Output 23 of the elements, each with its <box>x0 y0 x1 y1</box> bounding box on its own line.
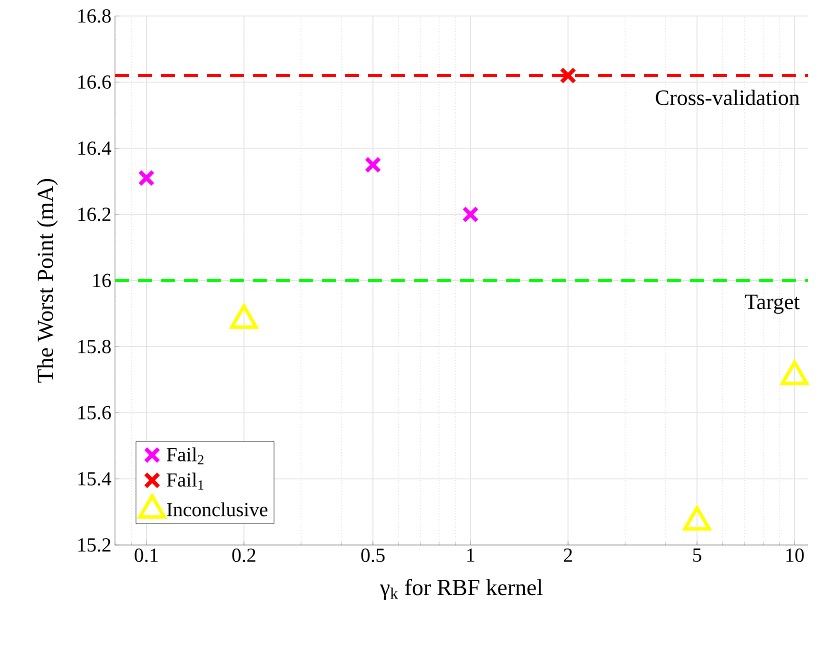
y-tick-label: 16.2 <box>78 208 110 222</box>
legend-label: Fail$_{2}$ <box>166 447 204 464</box>
ref-line-label: Target <box>744 294 800 314</box>
x-tick-label: 0.5 <box>361 548 385 562</box>
y-tick-label: 15.8 <box>78 340 111 354</box>
y-tick-label: 16.6 <box>78 75 111 89</box>
x-axis-title: γ$_{k}$ for RBF kernel <box>380 578 543 600</box>
x-tick-label: 0.2 <box>232 548 256 562</box>
x-tick-label: 10 <box>786 548 804 562</box>
y-tick-label: 16 <box>93 274 111 288</box>
legend-label: Inconclusive <box>166 502 268 516</box>
y-tick-label: 15.4 <box>78 472 112 486</box>
x-tick-label: 0.1 <box>134 548 158 562</box>
y-tick-label: 16.8 <box>78 9 111 23</box>
ref-line-label: Cross-validation <box>656 90 800 106</box>
legend-label: Fail$_{1}$ <box>166 472 204 490</box>
y-axis-title: The Worst Point (mA) <box>36 179 58 383</box>
y-tick-label: 15.2 <box>78 538 110 552</box>
y-tick-label: 16.4 <box>78 142 112 155</box>
y-tick-label: 15.6 <box>78 406 111 420</box>
x-tick-label: 2 <box>564 548 572 562</box>
x-tick-label: 1 <box>467 548 474 562</box>
x-tick-label: 5 <box>693 548 702 562</box>
